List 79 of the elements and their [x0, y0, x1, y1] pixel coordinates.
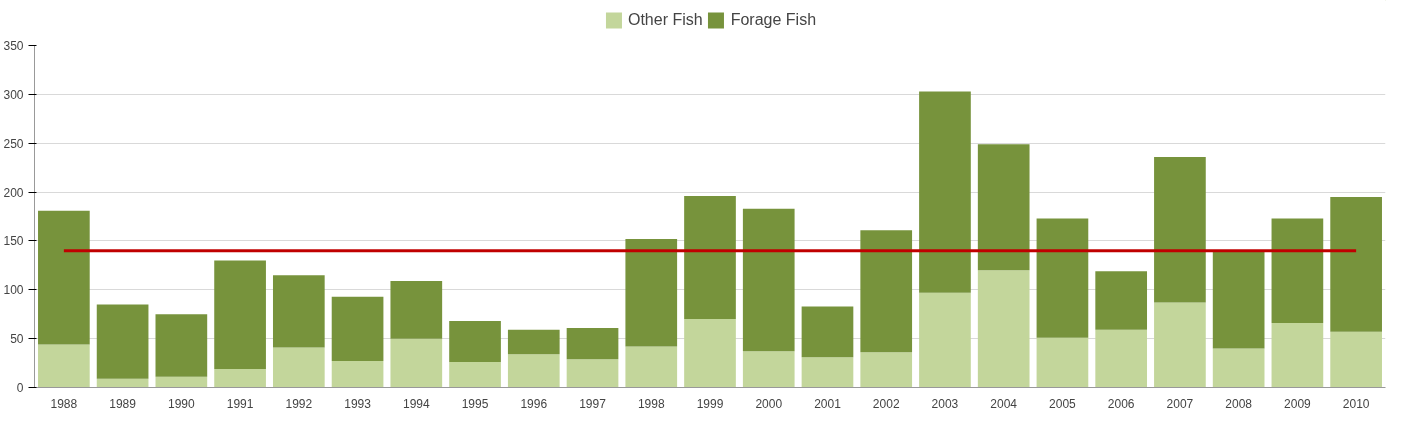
bar: [684, 319, 736, 388]
y-tick-label: 300: [3, 87, 24, 102]
y-tick-label: 50: [10, 332, 24, 347]
bar: [1095, 329, 1148, 388]
x-tick-label: 1998: [637, 396, 665, 411]
bar: [977, 144, 1030, 271]
bar: [1154, 156, 1206, 303]
bar: [566, 327, 619, 360]
bar: [272, 347, 325, 388]
bar: [96, 378, 149, 388]
x-tick-label: 1991: [226, 396, 254, 411]
x-tick-label: 1999: [696, 396, 724, 411]
x-tick-label: 2002: [872, 396, 900, 411]
bar: [860, 352, 913, 388]
x-tick-label: 2001: [814, 396, 842, 411]
x-tick-label: 1993: [344, 396, 372, 411]
y-tick-label: 0: [16, 381, 24, 395]
bar: [801, 357, 854, 388]
x-tick-label: 1994: [402, 396, 430, 411]
bar: [684, 195, 736, 320]
bar: [449, 362, 501, 388]
x-tick-label: 2005: [1049, 396, 1077, 411]
y-tick-label: 200: [3, 185, 24, 200]
bar: [449, 321, 501, 363]
bar: [625, 346, 678, 388]
x-tick-label: 2008: [1225, 396, 1253, 411]
legend-label: Forage Fish: [730, 11, 817, 29]
bar: [566, 359, 619, 388]
bar: [390, 280, 443, 339]
bar: [1154, 302, 1206, 388]
bar: [742, 208, 795, 352]
bar: [1036, 337, 1089, 388]
bar: [625, 238, 678, 347]
x-tick-label: 2003: [931, 396, 959, 411]
bar: [214, 368, 266, 388]
x-tick-label: 1997: [579, 396, 607, 411]
bar: [919, 91, 971, 293]
x-tick-label: 1996: [520, 396, 548, 411]
bar: [1330, 196, 1382, 332]
bar: [272, 275, 325, 348]
bar: [38, 344, 90, 388]
x-tick-label: 2006: [1107, 396, 1135, 411]
x-tick-label: 1990: [168, 396, 196, 411]
bar: [507, 329, 560, 355]
bar: [919, 292, 971, 388]
legend-label: Other Fish: [627, 11, 703, 29]
y-tick-label: 350: [3, 39, 24, 53]
bar: [96, 304, 149, 379]
y-tick-label: 250: [3, 136, 24, 151]
bar: [1036, 218, 1089, 338]
bar: [214, 260, 266, 369]
bar: [1212, 250, 1265, 349]
y-tick-label: 150: [3, 234, 24, 249]
bar: [331, 361, 384, 388]
x-tick-label: 2010: [1342, 396, 1370, 411]
bar: [1330, 331, 1382, 388]
bar: [507, 354, 560, 388]
x-tick-label: 1988: [50, 396, 78, 411]
x-tick-label: 2009: [1284, 396, 1312, 411]
bar: [155, 314, 208, 377]
bar: [38, 210, 90, 345]
bar: [1212, 348, 1265, 388]
bar: [331, 296, 384, 362]
x-tick-label: 2004: [990, 396, 1018, 411]
bar: [390, 338, 443, 388]
bar: [155, 376, 208, 388]
x-tick-label: 2000: [755, 396, 783, 411]
bar: [742, 351, 795, 388]
bar: [860, 230, 913, 353]
bar: [1271, 218, 1324, 324]
bar: [977, 270, 1030, 388]
bar: [1095, 271, 1148, 330]
y-tick-label: 100: [3, 283, 24, 298]
bar: [801, 306, 854, 358]
x-tick-label: 1989: [109, 396, 137, 411]
x-tick-label: 2007: [1166, 396, 1194, 411]
x-tick-label: 1992: [285, 396, 313, 411]
x-tick-label: 1995: [461, 396, 489, 411]
bar: [1271, 323, 1324, 388]
